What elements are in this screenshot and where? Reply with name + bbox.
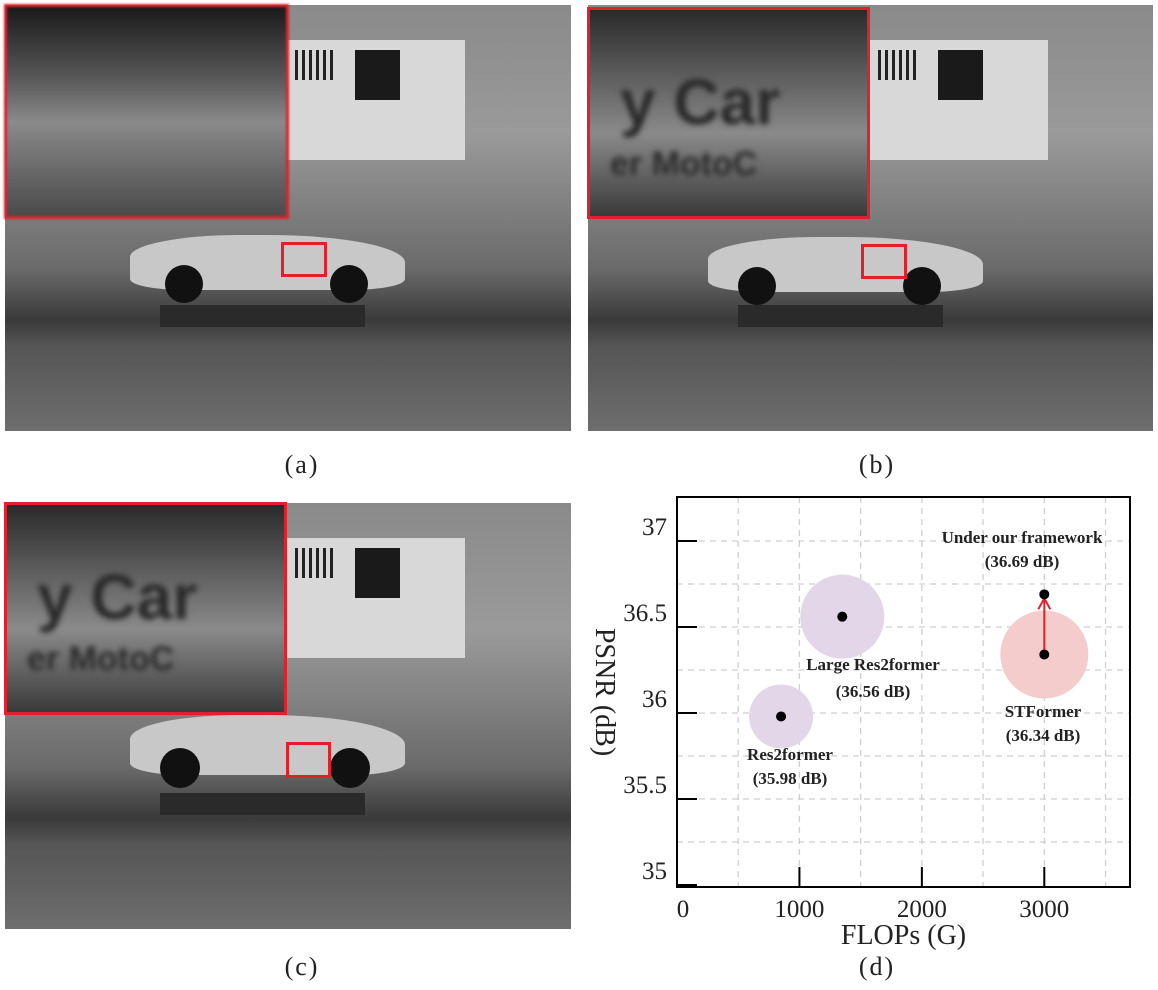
car-wheel <box>160 748 200 788</box>
chart-bars <box>295 548 335 578</box>
car-stand <box>160 793 365 815</box>
zoom-region-box-a <box>281 242 327 277</box>
chart-square <box>355 548 400 598</box>
car-wheel <box>903 267 941 305</box>
zoom-inset-a <box>4 4 289 219</box>
car-stand <box>160 305 365 327</box>
car-wheel <box>738 267 776 305</box>
point-value-label: (35.98 dB) <box>753 769 828 788</box>
point-value-label: (36.34 dB) <box>1006 726 1081 745</box>
y-tick-label: 35 <box>642 858 667 885</box>
caption-b: (b) <box>858 450 896 479</box>
chart-bars <box>878 50 918 80</box>
point-label: Under our framework <box>942 528 1103 547</box>
data-point <box>1039 589 1050 600</box>
zoom-inset-c: y Car er MotoC <box>4 502 287 715</box>
y-tick-label: 36.5 <box>623 600 667 627</box>
inset-text: er MotoC <box>27 640 175 678</box>
car-stand <box>738 305 943 327</box>
x-axis-label: FLOPs (G) <box>841 920 966 951</box>
y-tick-label: 37 <box>642 514 667 541</box>
x-tick-label: 3000 <box>1019 896 1069 923</box>
x-tick-label: 1000 <box>774 896 824 923</box>
plot-frame <box>676 496 1131 888</box>
data-point <box>837 611 848 622</box>
data-point <box>1039 649 1050 660</box>
chart-bars <box>295 50 335 80</box>
x-tick-label: 2000 <box>897 896 947 923</box>
inset-text: y Car <box>620 66 781 138</box>
zoom-region-box-b <box>861 244 907 279</box>
inset-text: er MotoC <box>610 145 758 183</box>
point-label: Large Res2former <box>806 655 940 674</box>
y-tick-label: 35.5 <box>623 772 667 799</box>
x-tick-label: 0 <box>677 896 690 923</box>
point-label: STFormer <box>1005 702 1082 721</box>
chart-square <box>355 50 400 100</box>
point-value-label: (36.69 dB) <box>985 552 1060 571</box>
point-label: Res2former <box>747 745 833 764</box>
y-axis-label: PSNR (dB) <box>589 628 620 756</box>
caption-d: (d) <box>858 952 896 981</box>
point-value-label: (36.56 dB) <box>836 682 911 701</box>
zoom-inset-b: y Car er MotoC <box>587 7 870 219</box>
zoom-region-box-c <box>286 742 331 778</box>
car-wheel <box>330 748 370 788</box>
inset-text: y Car <box>37 561 198 633</box>
y-tick-label: 36 <box>642 686 667 713</box>
car-wheel <box>330 265 368 303</box>
car-wheel <box>165 265 203 303</box>
caption-a: (a) <box>284 450 320 479</box>
caption-c: (c) <box>284 952 320 981</box>
chart-square <box>938 50 983 100</box>
data-point <box>776 711 787 722</box>
